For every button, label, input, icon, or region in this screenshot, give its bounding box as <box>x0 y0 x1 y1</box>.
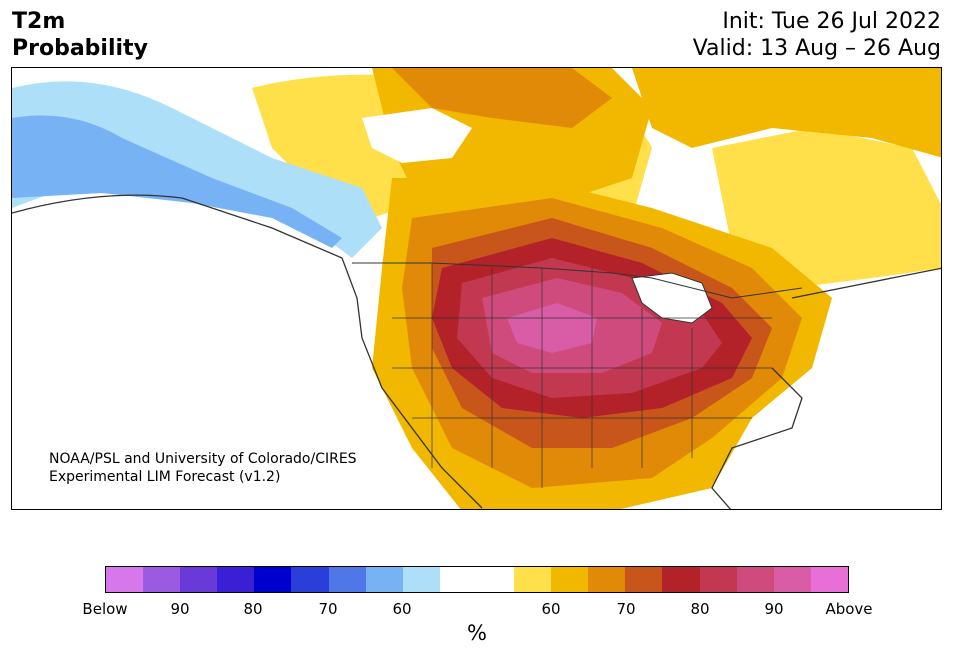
colorbar-tick-label: 90 <box>764 600 784 618</box>
forecast-dates: Init: Tue 26 Jul 2022 Valid: 13 Aug – 26… <box>693 8 941 62</box>
colorbar-tick-label: Above <box>825 600 873 618</box>
colorbar-cell <box>699 567 737 592</box>
colorbar-cell <box>439 567 477 592</box>
forecast-map <box>11 67 942 510</box>
hudson-bay <box>362 108 472 163</box>
colorbar-tick-label: 60 <box>392 600 412 618</box>
colorbar-tick-label: 70 <box>318 600 338 618</box>
credit-line-1: NOAA/PSL and University of Colorado/CIRE… <box>49 451 357 467</box>
state-borders <box>392 263 772 488</box>
colorbar-cell <box>736 567 774 592</box>
title-line-1: T2m <box>12 9 66 34</box>
colorbar-cell <box>106 567 144 592</box>
colorbar-cell <box>254 567 292 592</box>
credit-text: NOAA/PSL and University of Colorado/CIRE… <box>49 450 357 486</box>
colorbar-cell <box>514 567 552 592</box>
colorbar-cell <box>625 567 663 592</box>
map-title: T2m Probability <box>12 8 148 62</box>
colorbar-cell <box>217 567 255 592</box>
colorbar-cell <box>180 567 218 592</box>
colorbar-cell <box>773 567 811 592</box>
valid-dates: Valid: 13 Aug – 26 Aug <box>692 36 941 61</box>
title-line-2: Probability <box>12 36 148 61</box>
colorbar-unit: % <box>467 621 487 645</box>
colorbar-tick-label: 60 <box>541 600 561 618</box>
region-hudson-orange-dark <box>392 68 612 128</box>
region-alaska-blue <box>12 115 342 248</box>
colorbar-cell <box>551 567 589 592</box>
colorbar-cell <box>143 567 181 592</box>
colorbar-cell <box>402 567 440 592</box>
colorbar-cell <box>328 567 366 592</box>
colorbar-tick-label: 70 <box>616 600 636 618</box>
colorbar-cell <box>476 567 515 592</box>
region-east-canada-orange <box>632 68 941 158</box>
great-lakes <box>631 272 713 324</box>
colorbar-cell <box>291 567 329 592</box>
colorbar-tick-label: 80 <box>243 600 263 618</box>
credit-line-2: Experimental LIM Forecast (v1.2) <box>49 469 281 485</box>
colorbar-cell <box>662 567 700 592</box>
region-us-pink <box>507 303 597 353</box>
coastline <box>12 194 941 509</box>
probability-map-svg <box>12 68 941 509</box>
colorbar-cell <box>588 567 626 592</box>
colorbar-cell <box>365 567 403 592</box>
colorbar-legend <box>105 566 849 593</box>
colorbar-tick-label: 90 <box>170 600 190 618</box>
colorbar-cell <box>810 567 848 592</box>
init-date: Init: Tue 26 Jul 2022 <box>722 9 941 34</box>
colorbar-tick-label: Below <box>82 600 128 618</box>
colorbar-tick-label: 80 <box>690 600 710 618</box>
